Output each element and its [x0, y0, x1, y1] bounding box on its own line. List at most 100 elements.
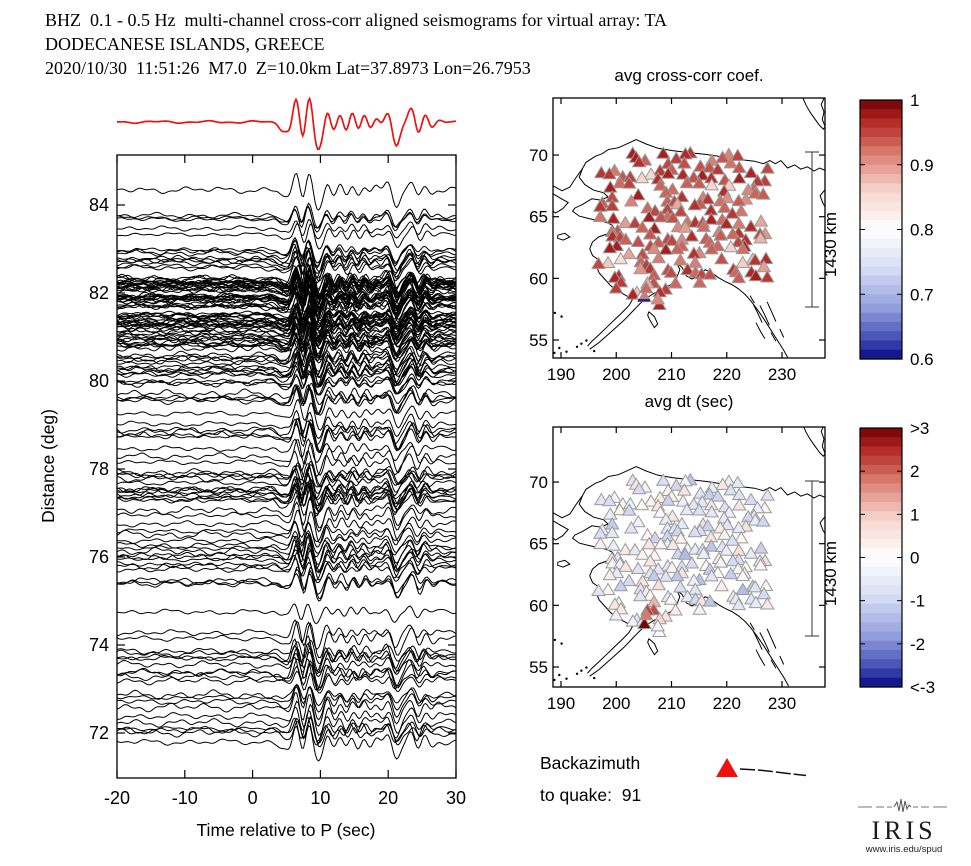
coastline [759, 305, 770, 326]
station-triangle [714, 251, 729, 265]
station-triangle [760, 488, 775, 501]
colorbar-segment [860, 650, 902, 660]
colorbar-segment [860, 275, 902, 286]
colorbar-segment [860, 659, 902, 670]
coastline [819, 516, 825, 534]
coastline [553, 520, 569, 541]
station-triangle [651, 577, 667, 591]
figure-title-line2: DODECANESE ISLANDS, GREECE [45, 34, 325, 54]
seismogram-trace [117, 304, 456, 330]
island-dot [585, 339, 588, 342]
station-triangle [664, 560, 680, 573]
station-triangle [735, 568, 751, 582]
station-triangle [633, 588, 648, 602]
station-triangle [625, 287, 641, 300]
seismogram-trace [117, 683, 456, 713]
colorbar-segment [860, 248, 902, 258]
seismogram-trace [117, 306, 456, 332]
station-triangle [602, 180, 618, 193]
seismogram-trace [117, 670, 456, 694]
colorbar-segment [860, 285, 902, 295]
seismogram-trace [117, 464, 456, 488]
station-triangle [724, 533, 740, 546]
station-triangle [591, 583, 606, 596]
seismogram-trace [117, 322, 456, 357]
station-triangle [655, 146, 671, 159]
station-triangle [604, 198, 620, 211]
colorbar-tick-label: -1 [910, 592, 925, 611]
colorbar-segment [860, 594, 902, 605]
colorbar-segment [860, 622, 902, 633]
station-triangle [684, 556, 700, 569]
x-tick-label: 200 [602, 365, 630, 384]
colorbar-segment [860, 631, 902, 642]
station-triangle [700, 518, 716, 532]
station-triangle [607, 270, 623, 283]
y-tick-label: 70 [530, 473, 548, 492]
station-triangle [613, 578, 629, 592]
station-triangle [733, 203, 749, 217]
y-tick-label: 82 [89, 283, 109, 303]
station-triangle [703, 539, 719, 552]
station-triangle [668, 478, 684, 491]
seismogram-trace [117, 256, 456, 279]
seismogram-trace [117, 683, 456, 707]
station-triangle [719, 517, 735, 531]
station-triangle [703, 212, 719, 225]
station-triangle [643, 494, 659, 507]
dt-map-title: avg dt (sec) [644, 392, 734, 411]
colorbar-tick-label: 0.6 [910, 350, 934, 369]
station-triangle [668, 276, 683, 289]
station-triangle [679, 175, 695, 189]
station-triangle [675, 167, 691, 180]
colorbar-segment [860, 174, 902, 184]
station-triangle [704, 504, 720, 518]
station-triangle [723, 239, 739, 253]
colorbar-segment [860, 566, 902, 577]
colorbar-segment [860, 201, 902, 212]
map-frame [552, 426, 826, 688]
station-triangle [621, 573, 637, 587]
station-triangle [702, 487, 717, 500]
seismogram-trace [117, 387, 456, 416]
seismogram-trace [117, 318, 456, 348]
station-triangle [647, 530, 663, 544]
colorbar-segment [860, 576, 902, 586]
y-tick-label: 74 [89, 635, 109, 655]
y-tick-label: 78 [89, 459, 109, 479]
seismogram-trace [117, 422, 456, 453]
colorbar-segment [860, 529, 902, 540]
station-triangle [758, 251, 774, 264]
station-triangle [687, 524, 703, 538]
station-triangle [647, 203, 663, 217]
seismogram-trace [117, 289, 456, 316]
station-triangle [604, 525, 620, 538]
station-triangle [724, 206, 740, 219]
island-dot [593, 676, 596, 680]
station-triangle [704, 177, 720, 191]
colorbar-segment [860, 340, 902, 351]
x-tick-label: 190 [547, 694, 575, 713]
seismogram-trace [117, 362, 456, 388]
station-triangle [753, 214, 769, 227]
colorbar-segment [860, 312, 902, 323]
x-tick-label: 30 [446, 788, 466, 808]
station-triangle [652, 178, 668, 191]
station-triangle [592, 209, 608, 222]
seismogram-trace [117, 273, 456, 295]
seismogram-trace [117, 219, 456, 240]
station-triangle [731, 193, 747, 207]
seismogram-trace [117, 409, 456, 440]
map-content [553, 98, 825, 358]
x-tick-label: -20 [104, 788, 130, 808]
station-triangle [679, 502, 695, 516]
colorbar-segment [860, 146, 902, 157]
coastline [770, 659, 777, 669]
island-dot [558, 346, 561, 350]
colorbar-tick-label: 0 [910, 549, 919, 568]
coastline [766, 301, 777, 322]
station-triangle [621, 246, 637, 260]
station-triangle [613, 251, 629, 265]
y-axis-label: Distance (deg) [38, 409, 58, 523]
seismogram-trace [117, 359, 456, 387]
